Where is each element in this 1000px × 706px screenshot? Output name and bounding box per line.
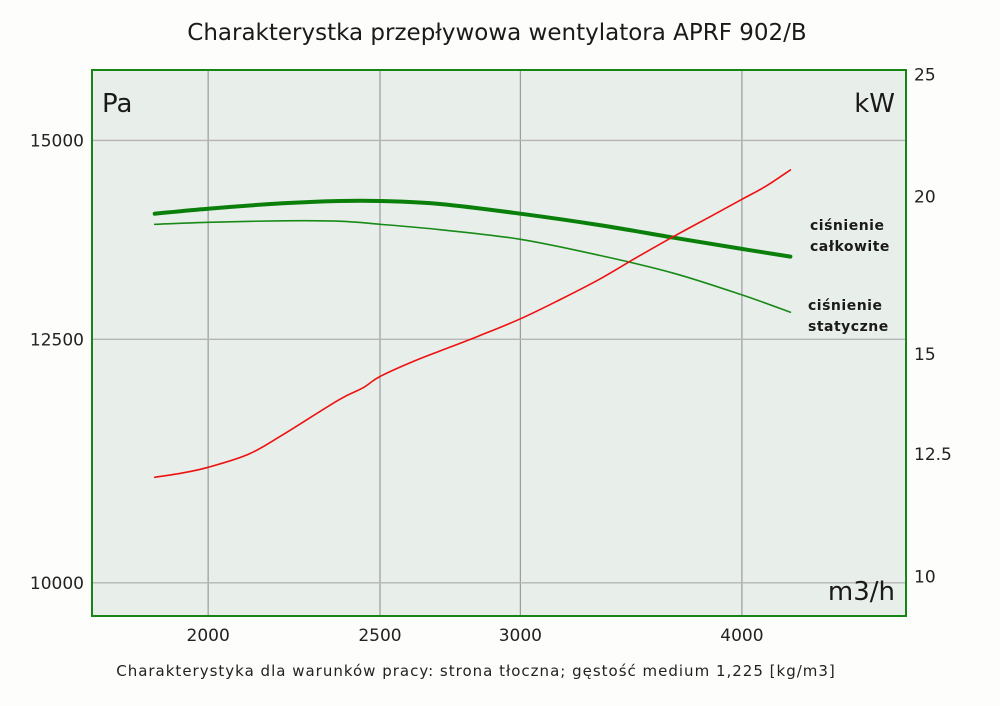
- plot-area: [91, 69, 907, 617]
- series-label-static-line2: statyczne: [808, 319, 889, 335]
- series-label-total-line1: ciśnienie: [810, 218, 884, 234]
- y-left-tick-label: 10000: [30, 574, 84, 594]
- y-right-tick-label: 20: [914, 188, 936, 208]
- series-power-line: [153, 169, 792, 479]
- y-right-tick-label: 25: [914, 65, 936, 85]
- y-right-tick-label: 12.5: [914, 445, 952, 465]
- series-total-pressure-line: [152, 198, 793, 259]
- x-tick-label: 2500: [358, 626, 401, 646]
- chart-footer: Charakterystyka dla warunków pracy: stro…: [116, 662, 836, 680]
- y-left-unit-label: Pa: [102, 89, 132, 119]
- grid: [93, 71, 905, 615]
- x-tick-label: 3000: [499, 626, 542, 646]
- chart-title: Charakterystka przepływowa wentylatora A…: [187, 20, 806, 46]
- x-tick-label: 2000: [187, 626, 230, 646]
- series-label-static-line1: ciśnienie: [808, 298, 882, 314]
- y-left-tick-label: 12500: [30, 330, 84, 350]
- series-layer: [152, 169, 793, 479]
- x-tick-label: 4000: [720, 626, 763, 646]
- series-label-total: ciśnienie całkowite: [810, 218, 890, 255]
- tick-labels: 2000 2500 3000 4000 15000 12500 10000 25 20 15 12.…: [30, 65, 952, 646]
- series-label-static: ciśnienie statyczne: [808, 298, 889, 335]
- x-unit-label: m3/h: [828, 577, 895, 607]
- y-right-tick-label: 15: [914, 345, 936, 365]
- y-right-unit-label: kW: [854, 89, 895, 119]
- series-static-pressure-line: [153, 219, 792, 313]
- y-right-tick-label: 10: [914, 567, 936, 587]
- series-label-total-line2: całkowite: [810, 239, 890, 255]
- y-left-tick-label: 15000: [30, 131, 84, 151]
